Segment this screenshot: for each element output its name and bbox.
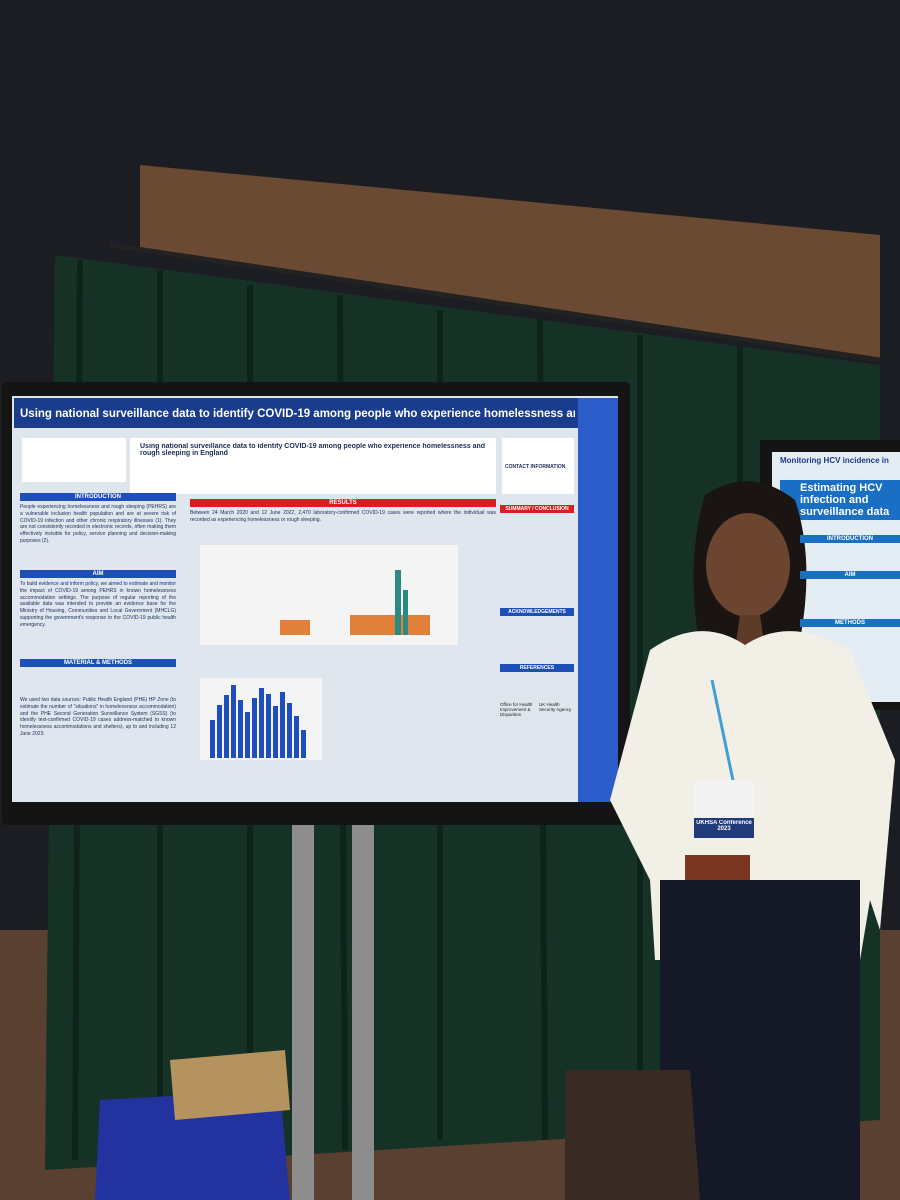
logo-box: [22, 438, 126, 482]
side-headings: INTRODUCTION AIM METHODS: [800, 535, 900, 695]
screen-toolbar: [578, 398, 618, 802]
poster-banner: Using national surveillance data to iden…: [20, 408, 575, 420]
section-body: We used two data sources: Public Health …: [20, 697, 176, 737]
curtain-rail: [109, 242, 881, 363]
results-body: Between 24 March 2020 and 12 June 2022, …: [190, 510, 496, 523]
stand-pole: [292, 800, 314, 1200]
ack-heading: ACKNOWLEDGEMENTS: [500, 608, 574, 616]
histogram-decor: [210, 685, 306, 758]
section-body: To build evidence and inform policy, we …: [20, 581, 176, 628]
side-title: Estimating HCV infection and surveillanc…: [800, 482, 890, 518]
poster-title: Using national surveillance data to iden…: [140, 443, 486, 457]
paper-bag: [170, 1050, 290, 1120]
title-box: [130, 438, 496, 494]
side-heading: METHODS: [800, 619, 900, 627]
handbag: [565, 1070, 700, 1200]
contact-box: [502, 438, 574, 494]
section-heading: MATERIAL & METHODS: [20, 659, 176, 667]
section-body: People experiencing homelessness and rou…: [20, 504, 176, 544]
side-title-bg: [780, 480, 900, 520]
logo: Office for Health Improvement & Disparit…: [500, 702, 533, 717]
wood-beam: [140, 165, 880, 360]
chart-decor: [280, 615, 430, 635]
side-heading: INTRODUCTION: [800, 535, 900, 543]
contact-heading: CONTACT INFORMATION: [505, 464, 566, 470]
person: [610, 481, 895, 1200]
bag: [95, 1090, 290, 1200]
poster-banner-bg: [14, 398, 578, 428]
chart-decor: [395, 570, 408, 635]
side-heading: AIM: [800, 571, 900, 579]
right-column: SUMMARY / CONCLUSION ACKNOWLEDGEMENTS RE…: [500, 505, 574, 795]
results-heading: RESULTS: [190, 499, 496, 507]
section-heading: INTRODUCTION: [20, 493, 176, 501]
section-heading: AIM: [20, 570, 176, 578]
logo: UK Health Security Agency: [539, 702, 572, 712]
side-banner: Monitoring HCV incidence in: [780, 456, 889, 465]
results: RESULTS Between 24 March 2020 and 12 Jun…: [190, 499, 496, 532]
stand-pole: [352, 800, 374, 1200]
refs-heading: REFERENCES: [500, 664, 574, 672]
summary-heading: SUMMARY / CONCLUSION: [500, 505, 574, 513]
logos: Office for Health Improvement & Disparit…: [500, 702, 574, 717]
badge-event: UKHSA Conference 2023: [696, 820, 752, 832]
left-column: INTRODUCTION People experiencing homeles…: [20, 493, 176, 793]
